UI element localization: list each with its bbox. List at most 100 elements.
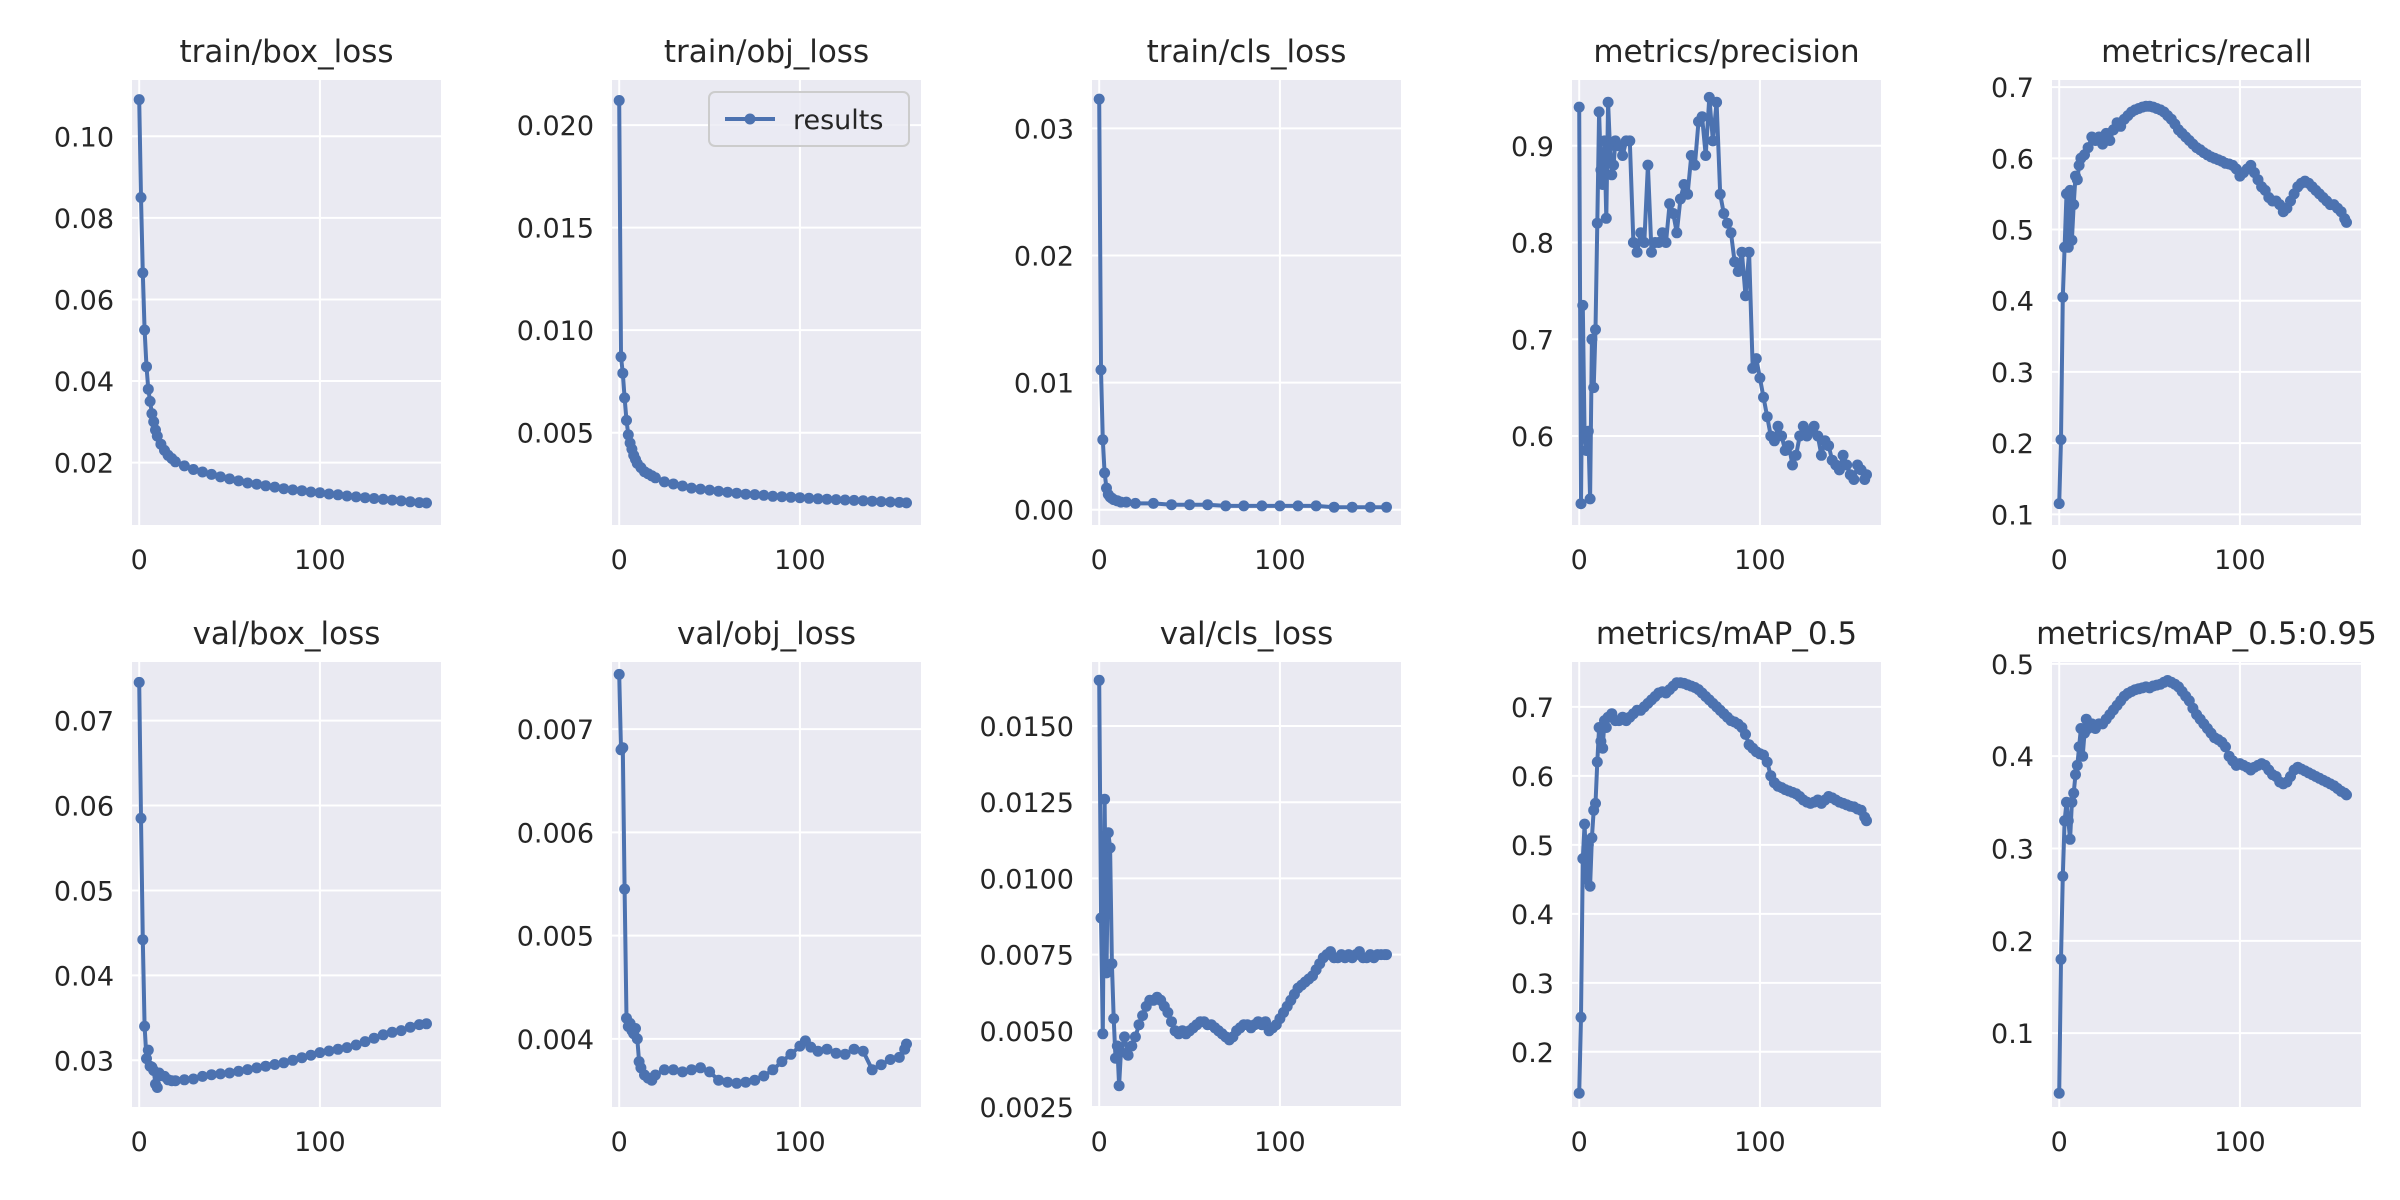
data-point xyxy=(758,1070,770,1082)
data-point xyxy=(2057,291,2069,303)
data-point xyxy=(395,495,407,507)
data-point xyxy=(731,487,743,499)
data-point xyxy=(1166,499,1177,511)
data-point xyxy=(1260,1016,1271,1028)
data-point xyxy=(1627,237,1639,248)
x-tick-label: 0 xyxy=(2051,1127,2068,1158)
data-point xyxy=(350,1039,362,1051)
panel-title: metrics/mAP_0.5:0.95 xyxy=(2036,616,2377,652)
data-point xyxy=(1707,135,1719,147)
y-tick-label: 0.02 xyxy=(1014,241,1074,272)
y-tick-label: 0.5 xyxy=(1991,650,2034,681)
data-point xyxy=(1848,474,1860,485)
data-point xyxy=(1837,449,1849,461)
data-point xyxy=(776,491,788,503)
data-point xyxy=(2070,769,2081,781)
data-point xyxy=(151,1082,163,1093)
data-point xyxy=(1682,188,1694,200)
data-point xyxy=(677,480,688,492)
panel-train-obj-loss: 0 100 0.005 0.010 0.015 0.020 train/obj_lossre… xyxy=(517,34,921,576)
data-point xyxy=(1310,500,1322,512)
data-point xyxy=(884,496,896,508)
data-point xyxy=(1747,362,1759,374)
data-point xyxy=(901,497,912,509)
data-point xyxy=(695,483,706,495)
data-point xyxy=(1646,246,1657,258)
data-point xyxy=(1606,169,1618,181)
data-point xyxy=(178,1074,190,1086)
data-point xyxy=(1147,497,1159,509)
data-point xyxy=(278,1057,290,1069)
y-tick-label: 0.2 xyxy=(1511,1038,1554,1069)
data-point xyxy=(613,95,625,106)
data-point xyxy=(704,1066,716,1078)
panel-title: train/box_loss xyxy=(179,34,393,70)
data-point xyxy=(314,1047,326,1059)
data-point xyxy=(857,1045,869,1057)
y-tick-label: 0.0150 xyxy=(980,712,1074,743)
data-point xyxy=(386,494,398,506)
data-point xyxy=(1129,1031,1141,1043)
data-point xyxy=(197,1070,208,1082)
data-point xyxy=(341,1042,353,1054)
data-point xyxy=(677,1066,688,1078)
data-point xyxy=(1093,674,1105,686)
data-point xyxy=(178,460,190,472)
y-tick-label: 0.03 xyxy=(54,1046,114,1077)
panel-metrics-recall: 0 100 0.1 0.2 0.3 0.4 0.5 0.6 0.7 metrics/recall xyxy=(1991,34,2361,576)
data-point xyxy=(1624,135,1636,147)
y-tick-label: 0.005 xyxy=(517,922,594,953)
data-point xyxy=(1597,179,1609,190)
x-tick-label: 100 xyxy=(2214,1127,2266,1158)
data-point xyxy=(749,1074,761,1086)
data-point xyxy=(785,1048,797,1060)
data-point xyxy=(2104,135,2116,146)
data-point xyxy=(1787,459,1798,471)
data-point xyxy=(2055,953,2067,965)
data-point xyxy=(794,492,806,504)
data-point xyxy=(1590,797,1601,809)
data-point xyxy=(1776,430,1788,442)
y-tick-label: 0.06 xyxy=(54,285,114,316)
y-tick-label: 0.00 xyxy=(1014,496,1074,527)
data-point xyxy=(901,1038,912,1050)
data-point xyxy=(1101,967,1112,979)
data-point xyxy=(2341,789,2352,801)
data-point xyxy=(658,476,670,488)
data-point xyxy=(749,489,761,501)
plot-area xyxy=(132,80,441,525)
data-point xyxy=(1754,372,1766,384)
y-tick-label: 0.0100 xyxy=(980,864,1074,895)
data-point xyxy=(1586,832,1598,844)
data-point xyxy=(135,192,147,203)
data-point xyxy=(206,468,217,480)
y-tick-label: 0.07 xyxy=(54,707,114,738)
data-point xyxy=(139,1020,151,1032)
y-tick-label: 0.2 xyxy=(1991,429,2034,460)
y-tick-label: 0.06 xyxy=(54,792,114,823)
data-point xyxy=(368,1032,380,1044)
data-point xyxy=(2082,142,2094,154)
data-point xyxy=(848,1043,860,1055)
data-point xyxy=(1133,1019,1145,1031)
data-point xyxy=(1120,496,1132,508)
y-tick-label: 0.1 xyxy=(1991,1019,2034,1050)
data-point xyxy=(137,934,149,946)
data-point xyxy=(893,1051,905,1063)
data-point xyxy=(260,1060,272,1072)
x-tick-label: 0 xyxy=(131,545,148,576)
data-point xyxy=(1608,159,1620,171)
data-point xyxy=(830,494,842,506)
data-point xyxy=(395,1025,407,1037)
y-tick-label: 0.0025 xyxy=(980,1093,1074,1124)
data-point xyxy=(1696,111,1708,123)
data-point xyxy=(2073,741,2085,753)
panel-val-obj-loss: 0 100 0.004 0.005 0.006 0.007 val/obj_loss xyxy=(517,616,921,1158)
data-point xyxy=(1841,459,1853,471)
data-point xyxy=(1104,842,1116,854)
panel-val-box-loss: 0 100 0.03 0.04 0.05 0.06 0.07 val/box_loss xyxy=(54,616,441,1158)
data-point xyxy=(1381,949,1392,961)
data-point xyxy=(1671,227,1683,239)
data-point xyxy=(1584,880,1596,892)
